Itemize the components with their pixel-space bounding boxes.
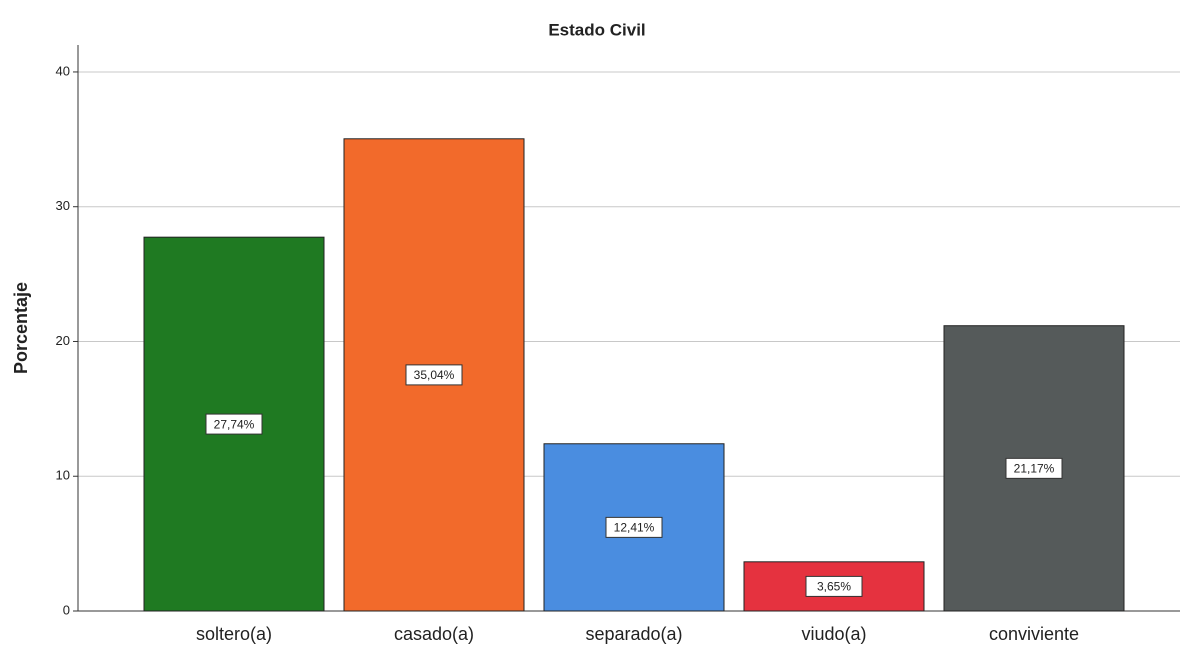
x-tick-label: viudo(a) xyxy=(801,624,866,644)
value-label: 27,74% xyxy=(214,417,255,431)
y-tick-label: 40 xyxy=(56,63,70,78)
y-tick-label: 20 xyxy=(56,333,70,348)
x-tick-label: separado(a) xyxy=(585,624,682,644)
value-label-box xyxy=(805,575,863,597)
value-label: 35,04% xyxy=(414,368,455,382)
value-label-box xyxy=(205,413,263,435)
y-tick-label: 0 xyxy=(63,602,70,617)
value-label: 21,17% xyxy=(1014,462,1055,476)
value-label: 3,65% xyxy=(817,580,851,594)
bar xyxy=(743,561,925,612)
chart-title: Estado Civil xyxy=(548,20,645,39)
y-tick-label: 30 xyxy=(56,198,70,213)
x-tick-label: conviviente xyxy=(989,624,1079,644)
x-tick-label: casado(a) xyxy=(394,624,474,644)
value-label: 12,41% xyxy=(614,521,655,535)
value-label-box xyxy=(405,364,463,386)
value-label-box xyxy=(605,516,663,538)
value-label-box xyxy=(1005,457,1063,479)
y-axis-label: Porcentaje xyxy=(11,282,31,374)
y-tick-label: 10 xyxy=(56,468,70,483)
x-tick-label: soltero(a) xyxy=(196,624,272,644)
